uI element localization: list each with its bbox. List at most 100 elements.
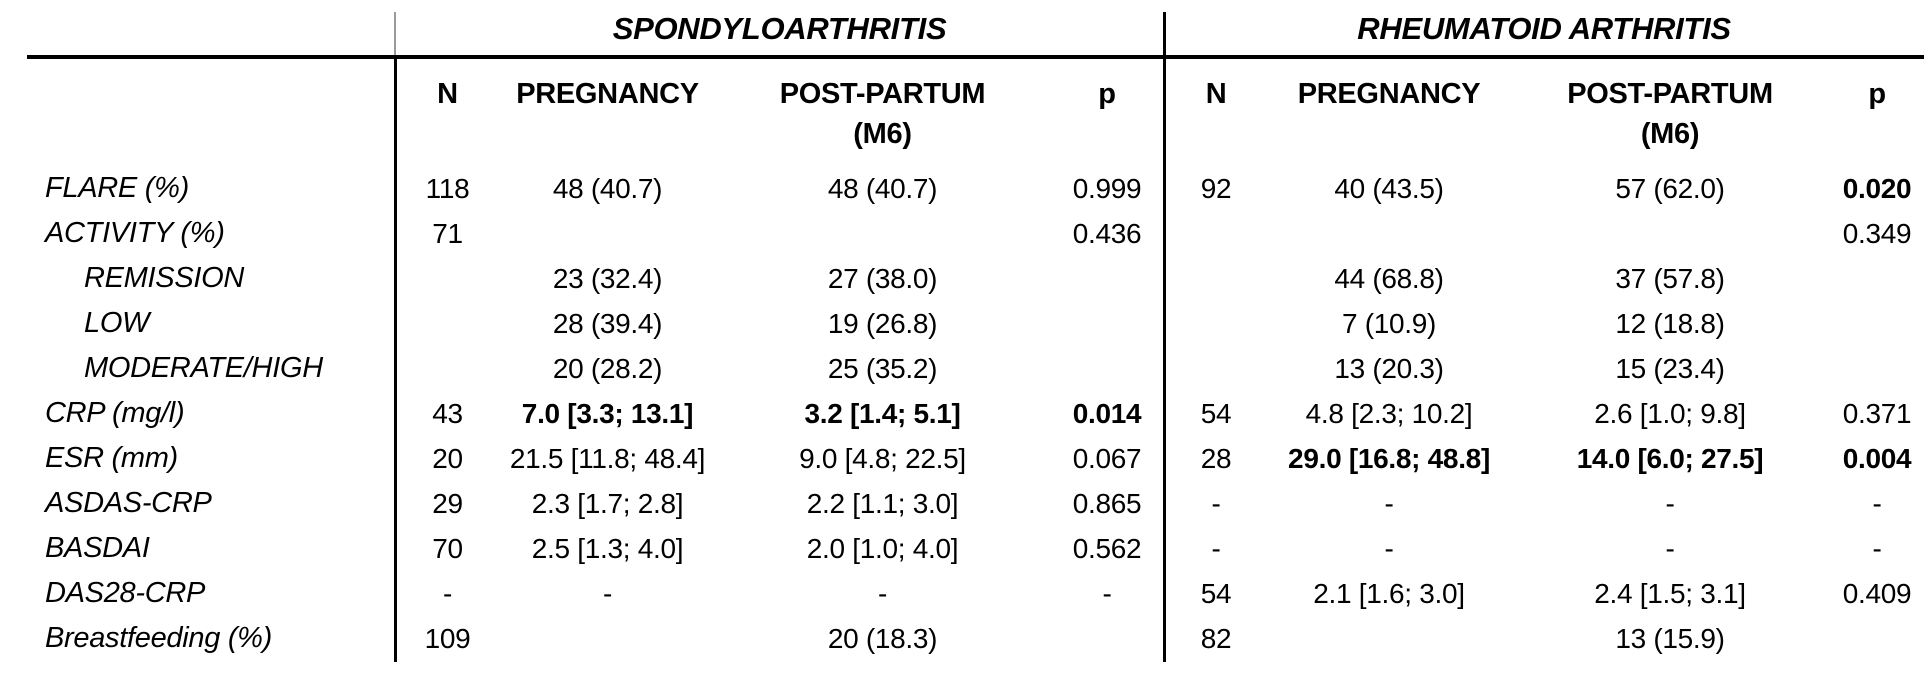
- left-column-divider-top: [394, 12, 396, 55]
- ra-postpartum-cell: 15 (23.4): [1615, 352, 1725, 384]
- spa-postpartum-cell: [715, 211, 1050, 256]
- ra-postpartum-cell: 12 (18.8): [1615, 307, 1725, 339]
- spa-p-cell: 0.865: [1072, 487, 1142, 519]
- ra-postpartum-cell: -: [1665, 532, 1675, 564]
- spa-postpartum-cell: 2.0 [1.0; 4.0]: [806, 532, 959, 564]
- disease-activity-table: SPONDYLOARTHRITIS RHEUMATOID ARTHRITIS N…: [0, 0, 1924, 661]
- spa-postpartum-cell: 27 (38.0): [827, 262, 938, 294]
- spa-n-cell: 118: [425, 172, 470, 204]
- ra-postpartum-cell: 37 (57.8): [1615, 262, 1725, 294]
- spa-pregnancy-cell: [500, 616, 715, 661]
- spa-postpartum-cell: 19 (26.8): [827, 307, 938, 339]
- spa-pregnancy-cell: 7.0 [3.3; 13.1]: [521, 397, 694, 429]
- ra-postpartum-header: POST-PARTUM (M6): [1510, 66, 1830, 166]
- spa-p-cell: [1050, 256, 1164, 301]
- row-label: BASDAI: [45, 532, 150, 564]
- spa-pregnancy-cell: 2.5 [1.3; 4.0]: [531, 532, 684, 564]
- spa-n-cell: -: [442, 577, 453, 609]
- ra-n-cell: [1164, 211, 1268, 256]
- ra-postpartum-cell: 2.6 [1.0; 9.8]: [1594, 397, 1746, 429]
- ra-pregnancy-cell: 13 (20.3): [1334, 352, 1444, 384]
- spa-p-cell: [1050, 301, 1164, 346]
- ra-postpartum-header-line2: (M6): [1640, 118, 1700, 150]
- table-row: CRP (mg/l) 43 7.0 [3.3; 13.1] 3.2 [1.4; 5.1…: [0, 391, 1924, 436]
- spa-postpartum-cell: 48 (40.7): [827, 172, 938, 204]
- table-row: FLARE (%) 118 48 (40.7) 48 (40.7) 0.999 92 40 …: [0, 166, 1924, 211]
- ra-p-cell: [1830, 346, 1924, 391]
- spa-p-cell: 0.067: [1072, 442, 1142, 474]
- spa-p-cell: 0.562: [1072, 532, 1142, 564]
- spa-n-header: N: [437, 78, 458, 110]
- spa-postpartum-cell: 3.2 [1.4; 5.1]: [804, 397, 961, 429]
- spa-postpartum-cell: -: [877, 577, 888, 609]
- ra-n-cell: [1164, 346, 1268, 391]
- row-label: ESR (mm): [45, 442, 178, 474]
- group-header-row: SPONDYLOARTHRITIS RHEUMATOID ARTHRITIS: [0, 0, 1924, 66]
- spa-postpartum-header: POST-PARTUM (M6): [715, 66, 1050, 166]
- ra-pregnancy-cell: 2.1 [1.6; 3.0]: [1313, 577, 1465, 609]
- ra-n-cell: 28: [1200, 442, 1232, 474]
- ra-pregnancy-cell: [1268, 616, 1510, 661]
- ra-pregnancy-header: PREGNANCY: [1297, 78, 1481, 110]
- ra-p-header: p: [1868, 78, 1886, 110]
- row-label: MODERATE/HIGH: [84, 352, 323, 384]
- ra-n-cell: [1164, 256, 1268, 301]
- spa-n-cell: [395, 256, 500, 301]
- ra-n-cell: 82: [1200, 622, 1232, 654]
- spa-postpartum-header-line1: POST-PARTUM: [779, 78, 986, 110]
- spa-p-cell: 0.014: [1072, 397, 1142, 429]
- spa-pregnancy-cell: 23 (32.4): [552, 262, 663, 294]
- table-row: REMISSION 23 (32.4) 27 (38.0) 44 (68.8) 37 (…: [0, 256, 1924, 301]
- table-row: DAS28-CRP - - - - 54 2.1 [1.6; 3.0] 2.4 [1.5; 3…: [0, 571, 1924, 616]
- ra-pregnancy-cell: 4.8 [2.3; 10.2]: [1305, 397, 1473, 429]
- column-header-row: N PREGNANCY POST-PARTUM (M6) p N PREGNANC…: [0, 66, 1924, 166]
- ra-p-cell: [1830, 301, 1924, 346]
- ra-postpartum-cell: 14.0 [6.0; 27.5]: [1576, 442, 1764, 474]
- table-row: ACTIVITY (%) 71 0.436 0.349: [0, 211, 1924, 256]
- spa-postpartum-cell: 25 (35.2): [827, 352, 938, 384]
- table-row: Breastfeeding (%) 109 20 (18.3) 82 13 (15.9): [0, 616, 1924, 661]
- spa-n-cell: 29: [432, 487, 463, 519]
- spa-n-cell: 70: [432, 532, 463, 564]
- spa-p-header: p: [1098, 78, 1116, 110]
- ra-p-cell: 0.020: [1842, 172, 1912, 204]
- spa-n-cell: [395, 346, 500, 391]
- ra-pregnancy-cell: -: [1384, 532, 1394, 564]
- ra-postpartum-cell: 2.4 [1.5; 3.1]: [1594, 577, 1746, 609]
- ra-p-cell: 0.349: [1842, 217, 1912, 249]
- spa-postpartum-cell: 9.0 [4.8; 22.5]: [799, 442, 966, 474]
- ra-n-cell: -: [1211, 487, 1221, 519]
- spa-pregnancy-cell: -: [602, 577, 613, 609]
- row-label: Breastfeeding (%): [45, 622, 273, 654]
- spa-pregnancy-cell: 21.5 [11.8; 48.4]: [509, 442, 706, 474]
- ra-postpartum-cell: 57 (62.0): [1615, 172, 1725, 204]
- ra-n-cell: [1164, 301, 1268, 346]
- spa-p-cell: -: [1102, 577, 1112, 609]
- ra-postpartum-cell: [1510, 211, 1830, 256]
- table-body: FLARE (%) 118 48 (40.7) 48 (40.7) 0.999 92 40 …: [0, 166, 1924, 661]
- spa-n-cell: 109: [424, 622, 471, 654]
- spa-n-cell: 71: [432, 217, 463, 249]
- ra-p-cell: 0.371: [1842, 397, 1912, 429]
- ra-pregnancy-cell: 7 (10.9): [1341, 307, 1437, 339]
- row-label: ASDAS-CRP: [45, 487, 212, 519]
- spa-pregnancy-cell: [500, 211, 715, 256]
- group-header-rheumatoid-arthritis: RHEUMATOID ARTHRITIS: [1357, 11, 1731, 46]
- ra-p-cell: 0.004: [1842, 442, 1912, 474]
- ra-postpartum-header-line1: POST-PARTUM: [1567, 78, 1773, 110]
- table-row: ESR (mm) 20 21.5 [11.8; 48.4] 9.0 [4.8; 22.…: [0, 436, 1924, 481]
- ra-n-cell: -: [1211, 532, 1221, 564]
- ra-n-cell: 54: [1200, 577, 1232, 609]
- left-column-divider: [394, 55, 397, 662]
- ra-p-cell: [1830, 616, 1924, 661]
- ra-postpartum-cell: -: [1665, 487, 1675, 519]
- ra-pregnancy-cell: 29.0 [16.8; 48.8]: [1288, 442, 1490, 474]
- table-row: ASDAS-CRP 29 2.3 [1.7; 2.8] 2.2 [1.1; 3.0] 0…: [0, 481, 1924, 526]
- spa-p-cell: 0.436: [1072, 217, 1142, 249]
- ra-pregnancy-cell: 40 (43.5): [1334, 172, 1444, 204]
- empty-label-header-cell: [0, 66, 395, 166]
- ra-n-cell: 54: [1200, 397, 1232, 429]
- row-label: REMISSION: [84, 262, 245, 294]
- row-label: ACTIVITY (%): [45, 217, 225, 249]
